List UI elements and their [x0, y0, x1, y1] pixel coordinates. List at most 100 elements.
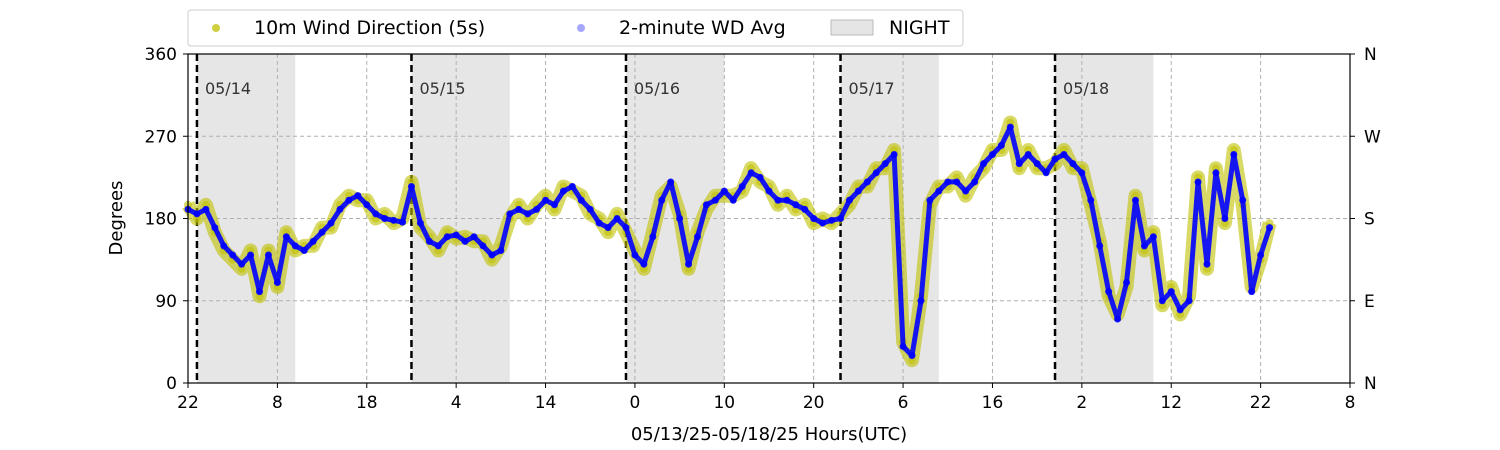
data-point — [559, 187, 567, 195]
data-point — [1114, 315, 1122, 323]
data-point — [863, 178, 871, 186]
data-point — [935, 187, 943, 195]
data-point — [416, 219, 424, 227]
data-point — [676, 215, 684, 222]
x-tick-label: 22 — [1250, 393, 1272, 413]
day-label: 05/15 — [419, 79, 465, 98]
data-point — [550, 201, 558, 209]
x-tick-label: 12 — [1160, 393, 1182, 413]
data-point — [729, 196, 737, 204]
data-point — [747, 169, 755, 177]
y-tick-label: 90 — [155, 292, 177, 312]
data-point — [488, 251, 496, 259]
x-tick-label: 16 — [982, 393, 1004, 413]
data-point — [613, 215, 621, 222]
data-point — [1105, 288, 1113, 296]
day-label: 05/16 — [634, 79, 680, 98]
data-point — [774, 196, 782, 204]
data-point — [354, 192, 362, 200]
data-point — [586, 205, 594, 213]
data-point — [649, 233, 657, 241]
data-point — [291, 242, 299, 250]
data-point — [390, 216, 398, 224]
data-point — [685, 260, 693, 268]
data-point — [443, 233, 451, 241]
data-point — [881, 160, 889, 168]
data-point — [854, 187, 862, 195]
data-point — [1051, 155, 1059, 163]
data-point — [434, 242, 442, 250]
legend-label: 2-minute WD Avg — [619, 17, 786, 39]
data-point — [622, 224, 630, 232]
data-point — [667, 178, 675, 186]
data-point — [595, 219, 603, 227]
legend: 10m Wind Direction (5s) 2-minute WD Avg NI… — [187, 9, 964, 47]
data-point — [711, 196, 719, 204]
y-axis-label: Degrees — [106, 181, 127, 256]
data-point — [264, 251, 272, 259]
data-point — [229, 251, 237, 259]
data-point — [640, 260, 648, 268]
data-point — [1131, 196, 1139, 204]
data-point — [604, 224, 612, 232]
legend-label: 10m Wind Direction (5s) — [254, 17, 485, 39]
y2-tick-label: W — [1364, 127, 1381, 147]
data-point — [336, 205, 344, 213]
legend-swatch — [830, 19, 874, 36]
data-point — [497, 246, 505, 254]
data-point — [828, 216, 836, 224]
data-point — [792, 201, 800, 209]
data-point — [461, 237, 469, 245]
legend-marker — [577, 24, 585, 32]
data-point — [1221, 215, 1229, 222]
data-point — [372, 210, 380, 218]
data-point — [363, 201, 371, 209]
data-point — [702, 201, 710, 209]
data-point — [980, 160, 988, 168]
data-point — [988, 151, 996, 159]
data-point — [425, 237, 433, 245]
x-tick-label: 8 — [272, 393, 283, 413]
legend-label: NIGHT — [889, 17, 950, 39]
series-group — [182, 115, 1277, 368]
data-point — [1096, 242, 1104, 250]
data-point — [300, 246, 308, 254]
x-tick-label: 20 — [803, 393, 825, 413]
data-point — [971, 178, 979, 186]
data-point — [193, 210, 201, 218]
data-point — [1042, 169, 1050, 177]
data-point — [533, 205, 541, 213]
data-point — [1158, 297, 1166, 305]
data-point — [452, 231, 460, 239]
data-point — [515, 205, 523, 213]
data-point — [783, 196, 791, 204]
data-point — [765, 187, 773, 195]
data-point — [1239, 196, 1247, 204]
data-point — [1015, 160, 1023, 168]
legend-marker — [212, 24, 220, 32]
data-point — [997, 141, 1005, 149]
data-point — [247, 251, 255, 259]
data-point — [345, 196, 353, 204]
data-point — [256, 288, 264, 296]
x-tick-label: 0 — [630, 393, 641, 413]
data-point — [1248, 288, 1256, 296]
legend-frame — [187, 9, 964, 47]
data-point — [962, 187, 970, 195]
y-tick-label: 360 — [145, 45, 177, 65]
data-point — [1176, 306, 1184, 314]
data-point — [1194, 178, 1202, 186]
data-point — [908, 352, 916, 360]
day-label: 05/14 — [205, 79, 251, 98]
data-point — [801, 205, 809, 213]
x-tick-label: 6 — [898, 393, 909, 413]
data-point — [926, 196, 934, 204]
data-point — [720, 187, 728, 195]
data-point — [524, 210, 532, 218]
data-point — [220, 242, 228, 250]
y2-tick-label: E — [1364, 292, 1375, 312]
data-point — [542, 196, 550, 204]
data-point — [1185, 297, 1193, 305]
data-point — [756, 173, 764, 181]
